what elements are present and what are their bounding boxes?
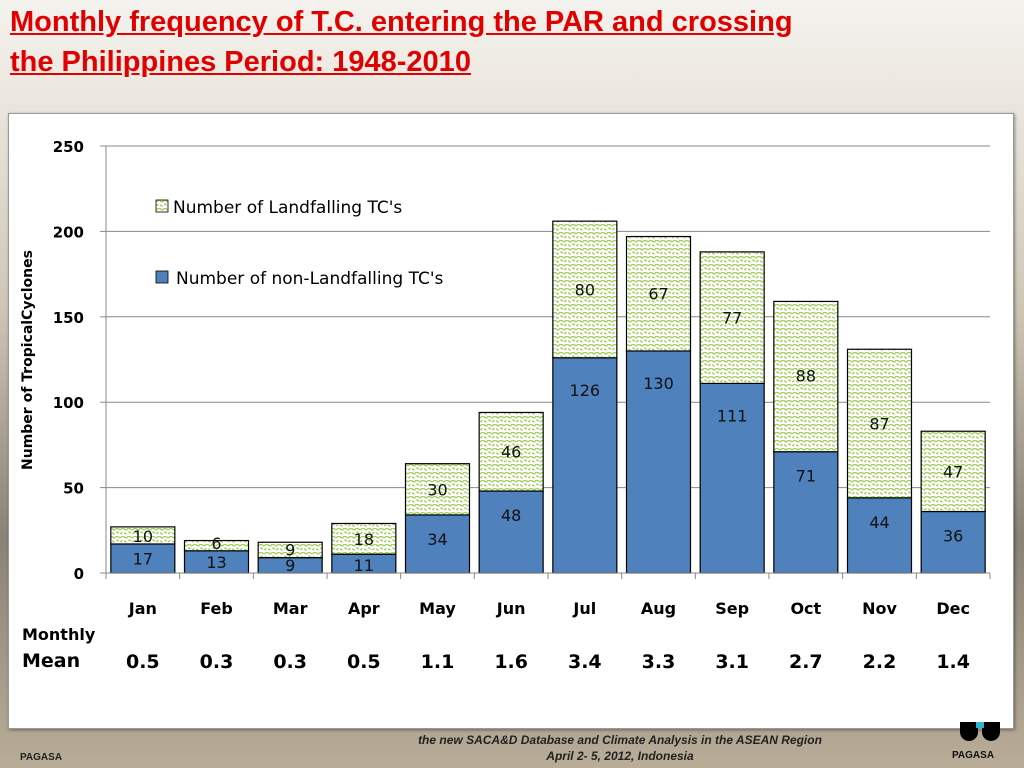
y-tick-label: 250 — [53, 138, 84, 156]
data-label-non-landfalling: 34 — [427, 530, 447, 549]
bar-landfalling — [920, 430, 986, 513]
data-label-non-landfalling: 17 — [133, 549, 153, 568]
data-label-non-landfalling: 9 — [285, 556, 295, 575]
bar-non-landfalling — [478, 490, 544, 574]
title-line-2: the Philippines Period: 1948-2010 — [10, 46, 471, 78]
data-label-landfalling: 10 — [133, 527, 153, 546]
data-label-landfalling: 87 — [869, 414, 889, 433]
data-label-non-landfalling: 36 — [943, 527, 963, 546]
legend-label-non-landfalling: Number of non-Landfalling TC's — [176, 269, 443, 289]
monthly-mean-value: 3.3 — [642, 651, 676, 673]
x-tick-label: Nov — [862, 599, 897, 618]
pagasa-watermark: PAGASA — [20, 752, 63, 763]
bar-non-landfalling — [773, 451, 839, 574]
bars: 17 10 136 99 11 18 34 30 48 46 126 80 130 67 111 77 71 88… — [110, 220, 986, 575]
legend-label-landfalling: Number of Landfalling TC's — [173, 198, 402, 218]
monthly-mean-value: 1.4 — [936, 651, 970, 673]
legend-swatch-landfalling — [155, 199, 169, 213]
x-tick-label: Mar — [273, 599, 308, 618]
bar-landfalling — [699, 251, 765, 385]
bar-landfalling — [478, 411, 544, 492]
data-label-landfalling: 67 — [648, 285, 668, 304]
bar-landfalling — [110, 526, 176, 545]
y-tick-label: 0 — [74, 565, 84, 583]
bar-landfalling — [331, 522, 397, 555]
bar-non-landfalling — [110, 543, 176, 574]
data-label-non-landfalling: 13 — [206, 553, 226, 572]
bar-landfalling — [404, 463, 471, 516]
monthly-mean-value: 2.7 — [789, 651, 823, 673]
data-label-landfalling: 18 — [354, 530, 374, 549]
monthly-label: Monthly — [22, 625, 96, 644]
monthly-mean-value: 2.2 — [863, 651, 897, 673]
data-label-non-landfalling: 48 — [501, 506, 521, 525]
x-tick-label: Jan — [128, 599, 157, 618]
bar-landfalling — [552, 220, 618, 359]
x-tick-label: Aug — [641, 599, 676, 618]
footer: the new SACA&D Database and Climate Anal… — [300, 732, 940, 764]
y-tick-label: 150 — [53, 309, 84, 327]
data-label-landfalling: 88 — [796, 366, 816, 385]
monthly-mean-value: 0.3 — [273, 651, 307, 673]
data-label-non-landfalling: 126 — [570, 381, 601, 400]
data-label-landfalling: 47 — [943, 462, 963, 481]
x-tick-label: Sep — [715, 599, 749, 618]
monthly-mean-value: 1.6 — [494, 651, 528, 673]
y-tick-label: 100 — [53, 394, 84, 412]
bar-landfalling — [773, 300, 839, 453]
bar-landfalling — [846, 348, 913, 499]
y-tick-label: 200 — [53, 223, 84, 241]
x-tick-label: Oct — [790, 599, 821, 618]
mean-label: Mean — [22, 650, 80, 672]
legend: Number of Landfalling TC's Number of non… — [155, 198, 443, 289]
title-line-1: Monthly frequency of T.C. entering the P… — [10, 6, 793, 38]
bar-landfalling — [625, 235, 692, 352]
x-tick-label: May — [419, 599, 456, 618]
bar-landfalling — [183, 539, 250, 552]
monthly-mean-value: 3.4 — [568, 651, 602, 673]
data-label-landfalling: 9 — [285, 541, 295, 560]
pagasa-logo — [960, 722, 1000, 741]
footer-line-1: the new SACA&D Database and Climate Anal… — [418, 733, 822, 747]
bar-non-landfalling — [552, 357, 618, 574]
footer-line-2: April 2- 5, 2012, Indonesia — [546, 749, 694, 763]
monthly-mean-value: 3.1 — [715, 651, 749, 673]
x-tick-label: Apr — [348, 599, 380, 618]
bar-landfalling — [257, 541, 323, 559]
monthly-mean-value: 0.5 — [126, 651, 160, 673]
data-label-landfalling: 46 — [501, 443, 521, 462]
bar-non-landfalling — [846, 497, 913, 574]
pagasa-logo-text: PAGASA — [952, 750, 995, 761]
x-tick-label: Dec — [936, 599, 970, 618]
data-label-landfalling: 80 — [575, 280, 595, 299]
monthly-means: 0.5 0.3 0.3 0.5 1.1 1.6 3.4 3.3 3.1 2.7 2.2 1.4 — [126, 651, 970, 673]
bar-non-landfalling — [404, 514, 471, 574]
monthly-mean-value: 0.5 — [347, 651, 381, 673]
data-label-non-landfalling: 11 — [354, 556, 374, 575]
monthly-mean-value: 0.3 — [200, 651, 234, 673]
monthly-mean-value: 1.1 — [421, 651, 455, 673]
y-tick-label: 50 — [63, 480, 84, 498]
x-tick-label: Feb — [200, 599, 233, 618]
bar-non-landfalling — [625, 350, 692, 574]
y-axis-label: Number of TropicalCyclones — [20, 250, 36, 470]
gridlines — [106, 145, 990, 489]
data-label-non-landfalling: 71 — [796, 467, 816, 486]
bar-non-landfalling — [699, 382, 765, 574]
legend-swatch-non-landfalling — [155, 270, 169, 284]
data-label-landfalling: 77 — [722, 309, 742, 328]
data-label-non-landfalling: 130 — [643, 374, 674, 393]
data-label-non-landfalling: 44 — [869, 513, 889, 532]
data-label-landfalling: 6 — [211, 534, 221, 553]
data-label-landfalling: 30 — [427, 480, 447, 499]
x-tick-label: Jul — [572, 599, 596, 618]
x-tick-label: Jun — [496, 599, 526, 618]
axes: 0 50 100 150 200 250 Jan Feb Mar Apr May Jun Jul Aug S… — [53, 138, 991, 618]
data-label-non-landfalling: 111 — [717, 406, 748, 425]
slide-title: Monthly frequency of T.C. entering the P… — [10, 2, 1010, 82]
